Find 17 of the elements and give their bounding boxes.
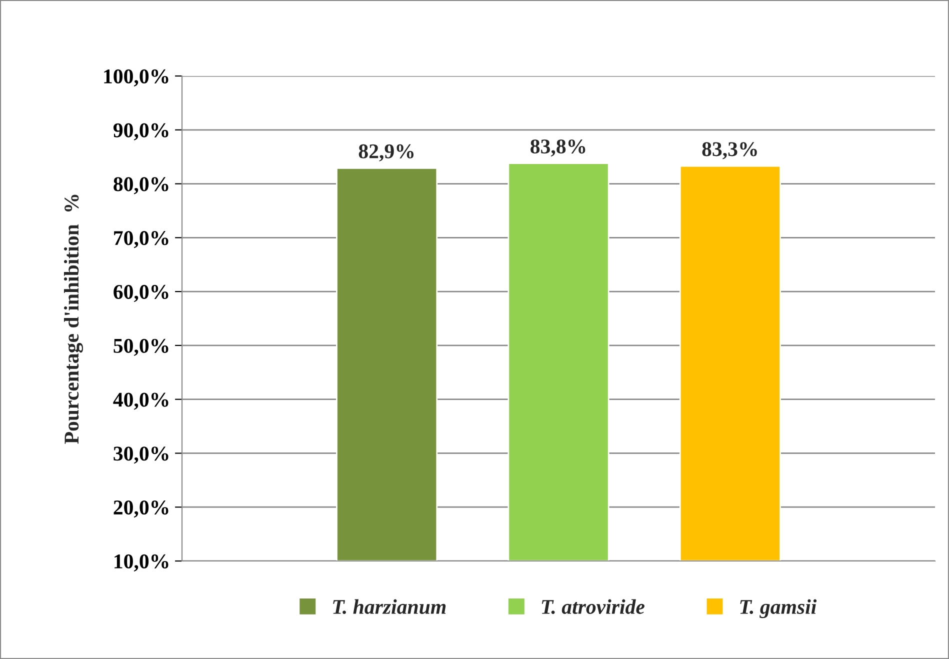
legend-label: T. harzianum xyxy=(333,599,446,614)
y-tick-label: 90,0% xyxy=(113,123,168,140)
y-tick-label: 100,0% xyxy=(104,69,168,86)
y-tick-label: 20,0% xyxy=(114,500,168,518)
y-axis-title: Pourcentage d'inhibition % xyxy=(64,194,84,444)
data-label: 82,9% xyxy=(358,144,414,162)
legend-label: T. gamsii xyxy=(740,599,817,618)
legend-label: T. atroviride xyxy=(542,599,644,614)
y-tick-label: 70,0% xyxy=(114,231,168,248)
y-tick-label: 80,0% xyxy=(114,177,168,194)
data-label: 83,8% xyxy=(530,139,586,157)
y-tick-label: 10,0% xyxy=(114,554,168,572)
y-tick-label: 50,0% xyxy=(114,338,168,356)
y-tick-label: 60,0% xyxy=(114,284,168,302)
y-tick-label: 40,0% xyxy=(113,392,168,410)
data-label: 83,3% xyxy=(702,142,757,160)
y-tick-label: 30,0% xyxy=(114,446,168,464)
